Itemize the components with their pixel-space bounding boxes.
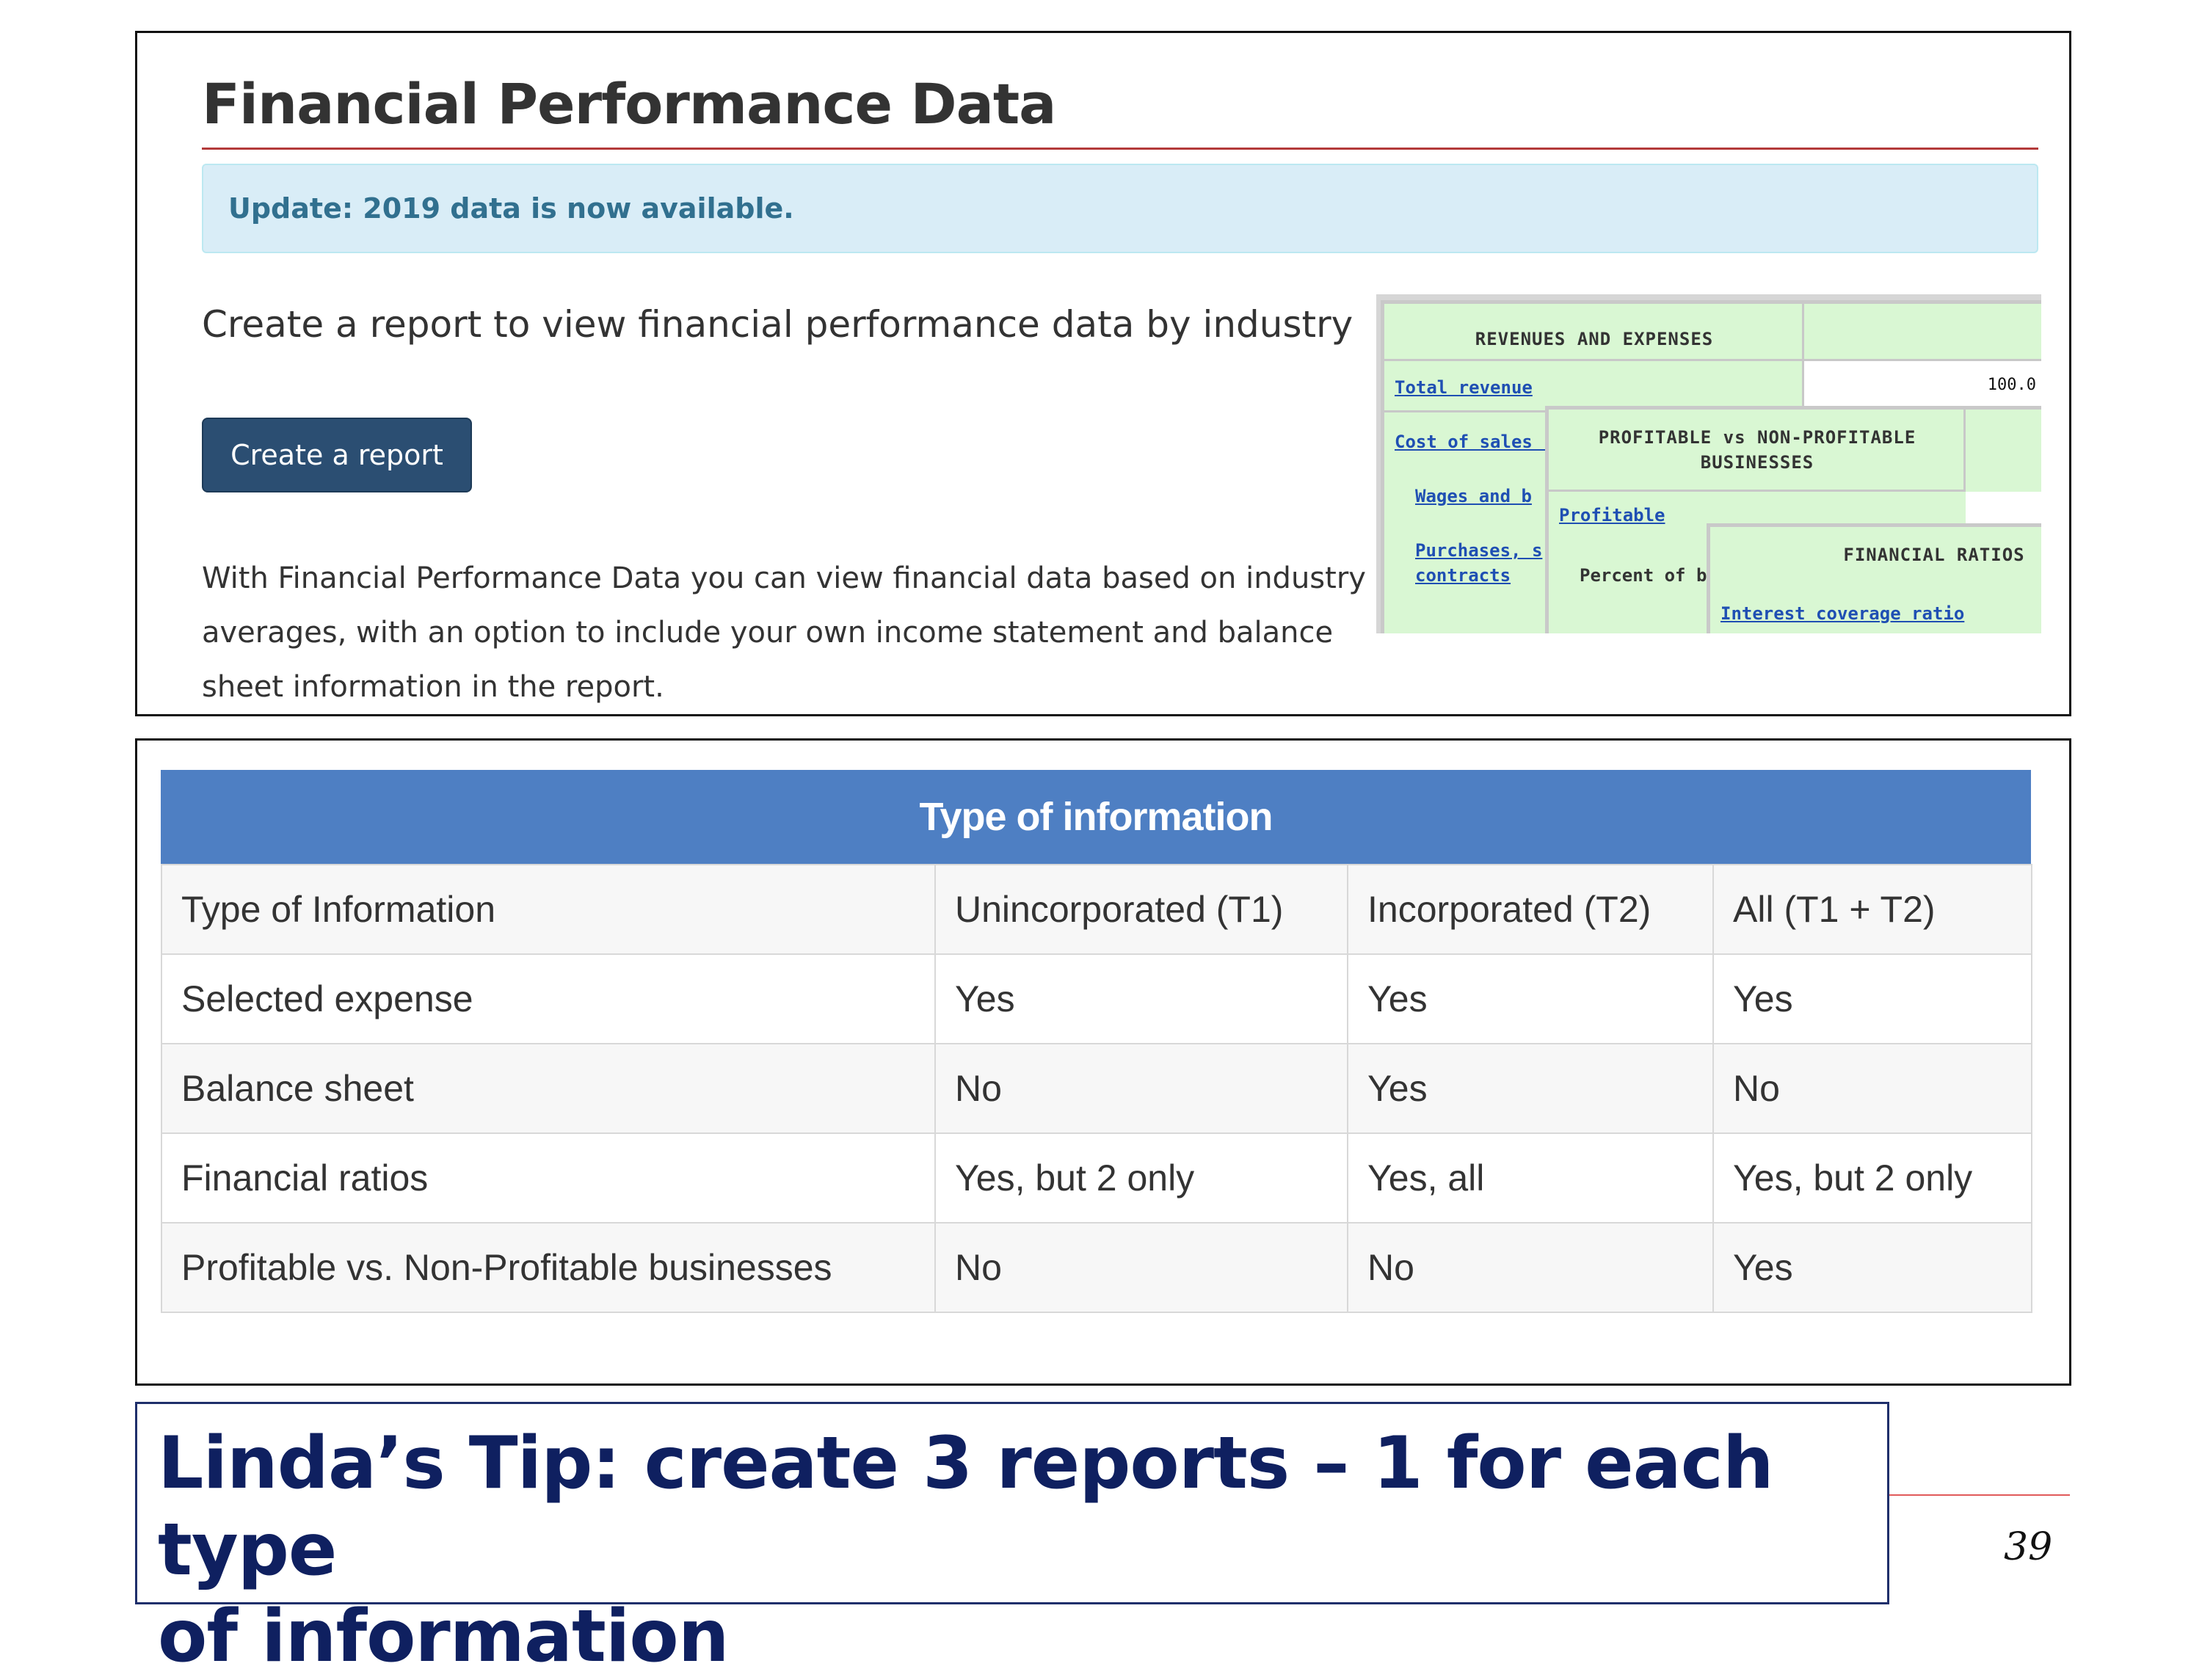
preview-header-cell (1549, 410, 1966, 492)
table-cell: Unincorporated (T1) (934, 864, 1348, 955)
table-cell: Yes, all (1347, 1132, 1714, 1223)
page-title: Financial Performance Data (202, 71, 1056, 137)
table-cell: No (1347, 1222, 1714, 1313)
table-row: Selected expense Yes Yes Yes (161, 953, 2032, 1044)
table-cell: Financial ratios (161, 1132, 936, 1223)
preview-wages-link: Wages and b (1415, 486, 1532, 506)
table-cell: Yes (1712, 953, 2032, 1044)
slide-footer-rule (1889, 1494, 2070, 1496)
page-number: 39 (2004, 1525, 2053, 1569)
report-preview-image: REVENUES AND EXPENSES Total revenue 100.… (1376, 294, 2041, 633)
preview-revenues-header: REVENUES AND EXPENSES (1475, 329, 1714, 349)
preview-contracts-link: contracts (1415, 565, 1511, 586)
tip-line-1: Linda’s Tip: create 3 reports – 1 for ea… (158, 1422, 1774, 1592)
financial-performance-screenshot: Financial Performance Data Update: 2019 … (135, 31, 2071, 716)
table-cell: No (934, 1222, 1348, 1313)
table-cell: No (934, 1043, 1348, 1134)
title-divider (202, 148, 2038, 150)
preview-total-revenue-value: 100.0 (1804, 361, 2041, 410)
preview-profitable-header-line1: PROFITABLE vs NON-PROFITABLE (1598, 427, 1916, 448)
tip-line-2: of information (158, 1595, 730, 1679)
preview-interest-coverage-link: Interest coverage ratio (1720, 603, 1965, 624)
table-cell: Yes (1712, 1222, 2032, 1313)
table-cell: Selected expense (161, 953, 936, 1044)
preview-cost-of-sales-link: Cost of sales ( (1395, 432, 1554, 452)
table-cell: Type of Information (161, 864, 936, 955)
type-of-information-table: Type of Information Unincorporated (T1) … (161, 864, 2032, 1313)
preview-header-cell (1384, 304, 1804, 361)
preview-profitable-header-line2: BUSINESSES (1700, 452, 1814, 473)
preview-ratios-header: FINANCIAL RATIOS (1843, 545, 2025, 565)
table-cell: No (1712, 1043, 2032, 1134)
table-row: Profitable vs. Non-Profitable businesses… (161, 1222, 2032, 1313)
description-text: With Financial Performance Data you can … (202, 561, 1366, 704)
table-caption: Type of information (161, 770, 2031, 864)
report-subheading: Create a report to view financial perfor… (202, 303, 1353, 346)
preview-profitable-value (1966, 492, 2041, 527)
table-cell: Yes (934, 953, 1348, 1044)
tip-callout: Linda’s Tip: create 3 reports – 1 for ea… (135, 1402, 1889, 1679)
preview-header-cell-right (1804, 304, 2041, 361)
table-cell: Yes, but 2 only (934, 1132, 1348, 1223)
preview-card-ratios: FINANCIAL RATIOS Interest coverage ratio (1707, 523, 2041, 633)
table-cell: Yes (1347, 1043, 1714, 1134)
preview-total-revenue-link: Total revenue (1395, 377, 1533, 398)
update-alert: Update: 2019 data is now available. (202, 164, 2038, 253)
table-cell: Profitable vs. Non-Profitable businesses (161, 1222, 936, 1313)
table-cell: Balance sheet (161, 1043, 936, 1134)
type-of-information-panel: Type of information Type of Information … (135, 738, 2071, 1386)
table-row: Financial ratios Yes, but 2 only Yes, al… (161, 1132, 2032, 1223)
table-cell: Incorporated (T2) (1347, 864, 1714, 955)
preview-profitable-link: Profitable (1559, 505, 1665, 526)
table-row: Type of Information Unincorporated (T1) … (161, 864, 2032, 955)
table-cell: Yes (1347, 953, 1714, 1044)
create-report-button[interactable]: Create a report (202, 418, 472, 492)
table-row: Balance sheet No Yes No (161, 1043, 2032, 1134)
table-cell: Yes, but 2 only (1712, 1132, 2032, 1223)
preview-percent-of-text: Percent of b (1580, 565, 1707, 586)
table-cell: All (T1 + T2) (1712, 864, 2032, 955)
preview-purchases-link: Purchases, s (1415, 540, 1543, 561)
